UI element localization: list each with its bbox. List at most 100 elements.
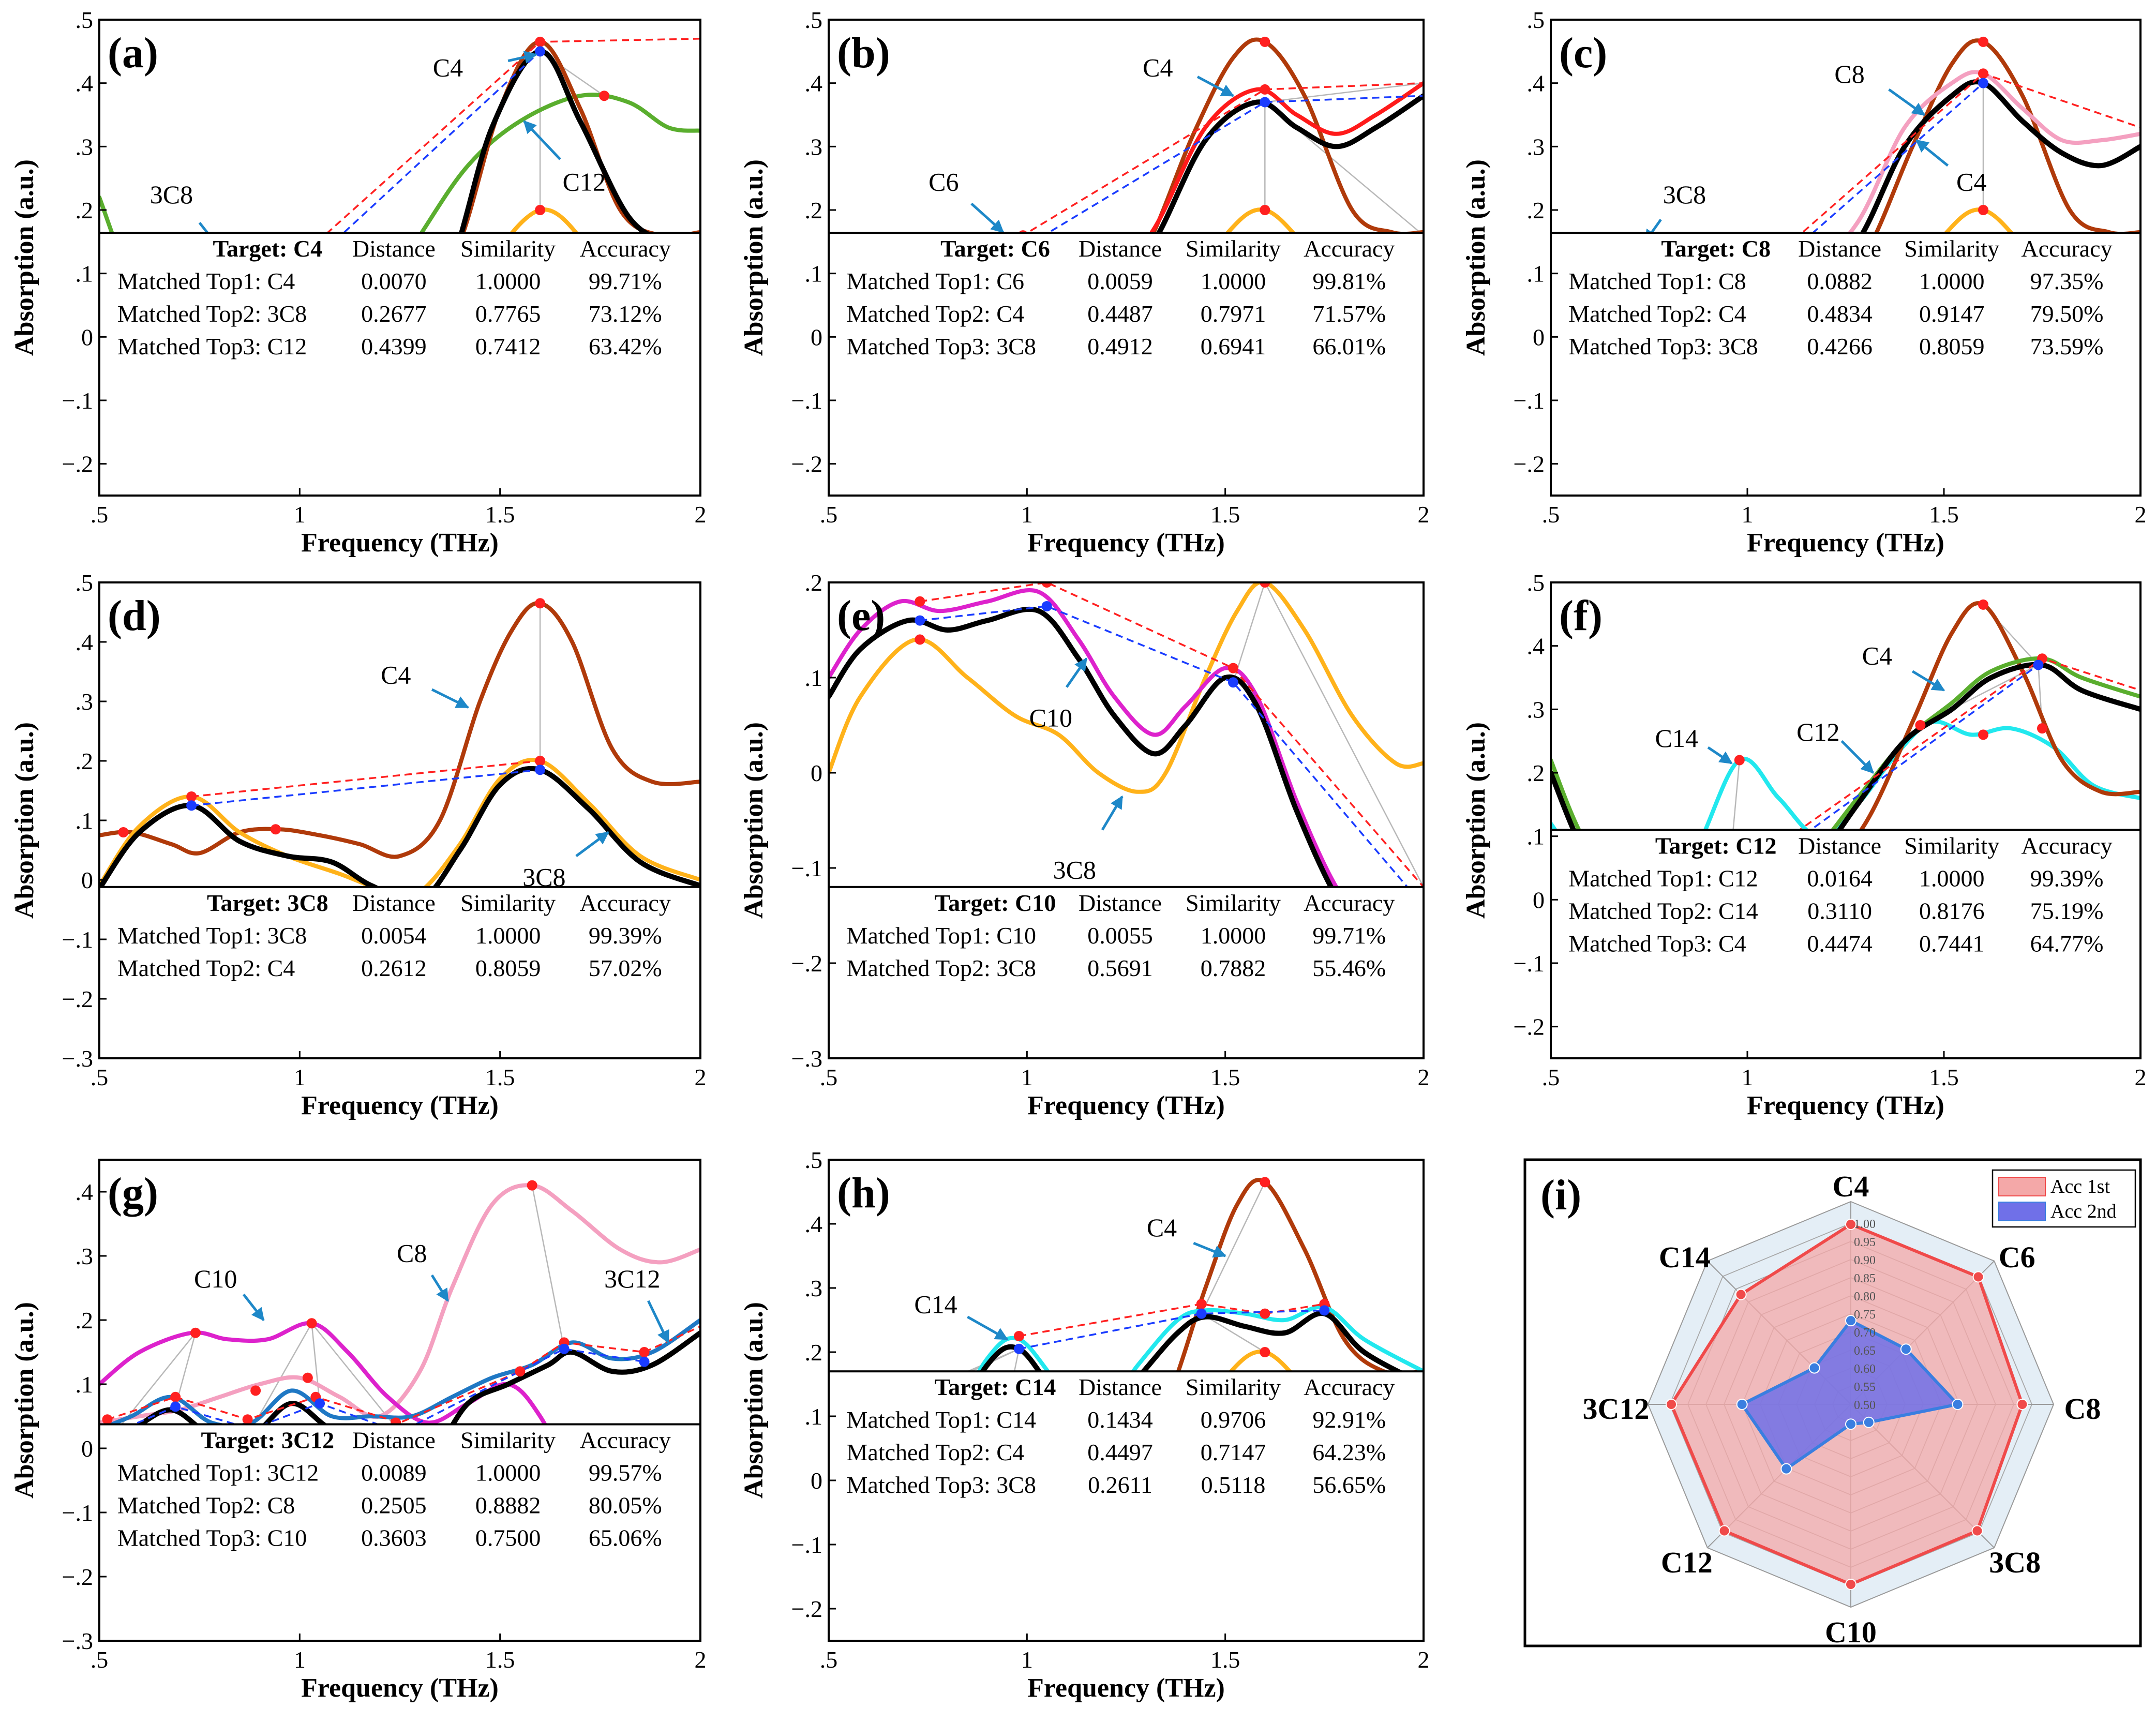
x-axis-label: Frequency (THz) — [301, 528, 499, 558]
table-header: Similarity — [1904, 832, 1999, 859]
table-cell-value: 99.39% — [589, 922, 662, 949]
peak-dot-red — [915, 596, 925, 607]
table-cell-value: 0.4497 — [1087, 1439, 1153, 1465]
table-cell-value: 0.5691 — [1087, 955, 1153, 981]
table-cell-label: Matched Top3: 3C8 — [847, 333, 1036, 359]
blue-dashed-line — [191, 769, 541, 806]
x-axis-label: Frequency (THz) — [301, 1673, 499, 1703]
match-link-line — [311, 1323, 321, 1404]
annotation-arrow — [523, 120, 561, 160]
peak-dot-blue — [1228, 677, 1238, 688]
table-cell-value: 99.81% — [1312, 268, 1386, 294]
peak-dot-red — [1260, 205, 1270, 215]
radar-point — [1952, 1399, 1964, 1410]
table-cell-value: 0.0164 — [1807, 865, 1873, 891]
table-cell-value: 73.59% — [2030, 333, 2104, 359]
radar-point — [1808, 1362, 1820, 1374]
panel-label: (d) — [108, 592, 161, 640]
table-cell-label: Matched Top2: C4 — [847, 301, 1024, 327]
peak-dot-blue — [1014, 1343, 1024, 1354]
peak-dot-blue — [1319, 1305, 1330, 1316]
table-cell-value: 99.71% — [1312, 922, 1386, 949]
y-tick-label: .4 — [805, 1211, 823, 1237]
table-cell-label: Matched Top3: 3C8 — [1568, 333, 1758, 359]
legend-label: Acc 1st — [2050, 1176, 2110, 1197]
panel-label: (a) — [108, 29, 158, 77]
table-cell-value: 0.2611 — [1088, 1472, 1152, 1498]
table-cell-label: Matched Top1: C10 — [847, 922, 1036, 949]
annotation-label: C10 — [1029, 703, 1072, 732]
table-cell-label: Matched Top1: C14 — [847, 1406, 1036, 1433]
peak-dot-red — [270, 824, 281, 835]
x-tick-label: 1 — [1742, 501, 1754, 528]
table-cell-value: 0.7765 — [475, 301, 541, 327]
x-tick-label: .5 — [1542, 1064, 1560, 1090]
y-tick-label: .3 — [805, 133, 823, 160]
table-cell-value: 1.0000 — [475, 922, 541, 949]
table-header: Distance — [1079, 235, 1162, 262]
y-axis-label: Absorption (a.u.) — [739, 1302, 769, 1499]
table-cell-label: Matched Top3: C4 — [1568, 930, 1746, 956]
table-cell-label: Matched Top3: C10 — [117, 1525, 307, 1551]
peak-dot-red — [1260, 1347, 1270, 1357]
series-line-3C8 — [829, 582, 1424, 794]
annotation-label: C4 — [381, 660, 411, 689]
table-cell-value: 65.06% — [589, 1525, 662, 1551]
table-header: Accuracy — [580, 1427, 671, 1454]
y-tick-label: .5 — [76, 570, 94, 596]
table-target: Target: C8 — [1661, 235, 1771, 262]
y-tick-label: .2 — [76, 197, 94, 223]
radar-point — [1845, 1418, 1856, 1430]
y-tick-label: .4 — [76, 1179, 94, 1205]
panel-label: (i) — [1540, 1171, 1581, 1219]
y-tick-label: .1 — [76, 261, 94, 287]
table-header: Accuracy — [580, 890, 671, 916]
x-tick-label: 1.5 — [485, 1646, 515, 1673]
peak-dot-red — [170, 1391, 181, 1402]
radar-axis-label: 3C8 — [1989, 1546, 2041, 1579]
peak-dot-red — [1260, 84, 1270, 95]
radar-tick-label: 0.80 — [1854, 1290, 1876, 1304]
radar-tick-label: 0.75 — [1854, 1308, 1876, 1322]
table-cell-label: Matched Top2: C8 — [117, 1492, 295, 1519]
y-tick-label: .2 — [76, 1307, 94, 1334]
peak-dot-red — [190, 1327, 201, 1338]
y-axis-label: Absorption (a.u.) — [10, 159, 39, 356]
table-target: Target: C12 — [1655, 832, 1777, 859]
table-cell-value: 0.4266 — [1807, 333, 1873, 359]
table-cell-value: 0.9706 — [1201, 1406, 1266, 1433]
annotation-arrow — [507, 51, 537, 64]
y-tick-label: 0 — [81, 867, 93, 893]
annotation-label: C14 — [914, 1290, 957, 1319]
y-tick-label: −.3 — [62, 1045, 93, 1072]
peak-dot-red — [102, 1414, 113, 1425]
y-axis-label: Absorption (a.u.) — [739, 722, 769, 919]
x-axis-label: Frequency (THz) — [1747, 528, 1944, 558]
table-cell-label: Matched Top2: 3C8 — [117, 301, 307, 327]
table-cell-value: 0.4487 — [1087, 301, 1153, 327]
radar-point — [1845, 1219, 1856, 1231]
x-axis-label: Frequency (THz) — [301, 1091, 499, 1120]
table-header: Distance — [1079, 1374, 1162, 1400]
y-axis-label: Absorption (a.u.) — [739, 159, 769, 356]
annotation-label: C4 — [1862, 641, 1892, 670]
match-link-line — [1201, 1181, 1266, 1314]
match-table — [1550, 829, 2142, 1060]
annotation-arrow — [1196, 76, 1235, 97]
annotation-arrow — [1888, 88, 1926, 116]
table-cell-value: 73.12% — [589, 301, 662, 327]
y-tick-label: −.2 — [1514, 451, 1545, 477]
radar-point — [1971, 1525, 1983, 1537]
red-dashed-line — [920, 582, 1424, 888]
peak-dot-red — [118, 827, 129, 837]
y-tick-label: −.1 — [791, 387, 822, 414]
table-cell-value: 0.0882 — [1807, 268, 1873, 294]
table-cell-value: 0.7147 — [1201, 1439, 1266, 1465]
peak-dot-red — [639, 1347, 650, 1357]
table-header: Distance — [1798, 832, 1881, 859]
table-cell-value: 0.4399 — [361, 333, 427, 359]
match-table — [828, 1370, 1425, 1642]
x-tick-label: 1.5 — [1210, 1646, 1240, 1673]
table-target: Target: C10 — [935, 890, 1056, 916]
